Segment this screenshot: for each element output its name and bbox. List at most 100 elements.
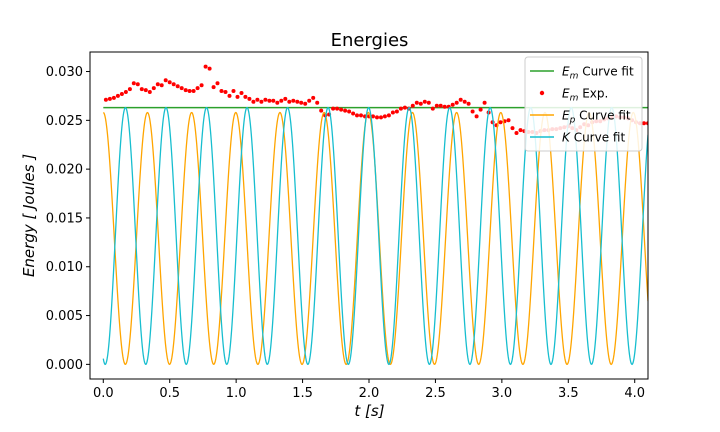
point-em_exp <box>243 94 248 99</box>
point-em_exp <box>175 84 180 89</box>
point-em_exp <box>382 114 387 119</box>
point-em_exp <box>259 99 264 104</box>
point-em_exp <box>418 101 423 106</box>
point-em_exp <box>111 95 116 100</box>
y-tick-label: 0.010 <box>46 260 83 275</box>
point-em_exp <box>458 97 463 102</box>
legend-label-k_fit: K Curve fit <box>562 131 625 145</box>
y-tick-label: 0.020 <box>46 163 83 178</box>
point-em_exp <box>255 97 260 102</box>
point-em_exp <box>299 100 304 105</box>
point-em_exp <box>450 102 455 107</box>
point-em_exp <box>147 90 152 94</box>
point-em_exp <box>518 128 523 133</box>
x-tick-label: 3.5 <box>558 386 579 401</box>
point-em_exp <box>171 82 176 87</box>
point-em_exp <box>247 96 252 101</box>
point-em_exp <box>155 82 160 87</box>
point-em_exp <box>187 89 192 93</box>
point-em_exp <box>430 106 435 111</box>
point-em_exp <box>402 105 407 110</box>
point-em_exp <box>239 91 244 95</box>
point-em_exp <box>127 87 132 92</box>
legend-label-em_exp: Em Exp. <box>562 87 608 104</box>
point-em_exp <box>295 99 300 104</box>
point-em_exp <box>131 81 136 86</box>
legend-label-em_fit: Em Curve fit <box>562 65 634 82</box>
x-tick-label: 1.0 <box>226 386 247 401</box>
point-em_exp <box>498 120 503 125</box>
point-em_exp <box>223 90 228 94</box>
point-em_exp <box>371 114 375 119</box>
point-em_exp <box>398 106 403 111</box>
point-em_exp <box>303 101 308 106</box>
point-em_exp <box>103 97 108 102</box>
chart-title: Energies <box>331 30 409 51</box>
point-em_exp <box>506 118 511 123</box>
point-em_exp <box>199 83 204 88</box>
y-axis-label: Energy [ Joules ] <box>20 154 38 277</box>
point-em_exp <box>426 100 431 105</box>
point-em_exp <box>470 109 475 114</box>
point-em_exp <box>287 99 292 104</box>
point-em_exp <box>514 131 519 135</box>
point-em_exp <box>438 103 443 108</box>
point-em_exp <box>275 100 280 105</box>
x-tick-label: 1.5 <box>292 386 313 401</box>
legend-label-ep_fit: Ep Curve fit <box>562 109 631 126</box>
point-em_exp <box>510 126 515 131</box>
y-tick-label: 0.025 <box>46 114 83 129</box>
legend-box <box>524 56 643 152</box>
point-em_exp <box>219 89 224 93</box>
point-em_exp <box>339 107 344 112</box>
point-em_exp <box>331 106 336 111</box>
y-tick-label: 0.015 <box>46 211 83 226</box>
point-em_exp <box>347 109 352 114</box>
point-em_exp <box>119 92 124 96</box>
point-em_exp <box>183 88 188 93</box>
point-em_exp <box>386 113 391 118</box>
point-em_exp <box>211 85 216 90</box>
x-tick-label: 0.5 <box>159 386 180 401</box>
point-em_exp <box>394 109 399 114</box>
point-em_exp <box>235 94 240 99</box>
point-em_exp <box>379 115 383 120</box>
point-em_exp <box>291 98 296 103</box>
point-em_exp <box>163 78 168 83</box>
point-em_exp <box>207 66 212 71</box>
y-tick-label: 0.005 <box>46 309 83 324</box>
x-axis: 0.0 0.5 1.0 1.5 2.0 2.5 3.0 3.5 4.0 <box>93 379 645 401</box>
point-em_exp <box>410 103 415 108</box>
point-em_exp <box>139 87 144 92</box>
point-em_exp <box>143 88 148 93</box>
point-em_exp <box>267 98 272 103</box>
point-em_exp <box>123 90 128 94</box>
point-em_exp <box>359 113 363 118</box>
legend: Em Curve fit Em Exp. Ep Curve fit K Curve f… <box>524 56 643 152</box>
x-axis-label: t [s] <box>354 402 384 420</box>
y-axis: 0.000 0.005 0.010 0.015 0.020 0.025 0.030 <box>46 65 90 373</box>
point-em_exp <box>474 114 479 119</box>
point-em_exp <box>642 121 646 126</box>
point-em_exp <box>283 96 288 101</box>
point-em_exp <box>375 115 379 120</box>
x-tick-label: 2.5 <box>425 386 446 401</box>
series-line-k_fit <box>102 106 648 366</box>
point-em_exp <box>434 103 439 108</box>
y-tick-label: 0.000 <box>46 358 83 373</box>
point-em_exp <box>263 97 268 102</box>
x-tick-label: 4.0 <box>624 386 645 401</box>
point-em_exp <box>466 101 471 106</box>
point-em_exp <box>179 86 184 91</box>
point-em_exp <box>343 108 348 113</box>
y-tick-label: 0.030 <box>46 65 83 80</box>
point-em_exp <box>319 108 324 113</box>
point-em_exp <box>115 93 120 98</box>
point-em_exp <box>482 100 487 105</box>
point-em_exp <box>251 99 256 104</box>
point-em_exp <box>107 96 112 101</box>
point-em_exp <box>159 83 164 88</box>
point-em_exp <box>203 64 208 69</box>
point-em_exp <box>311 95 316 100</box>
point-em_exp <box>351 111 356 116</box>
